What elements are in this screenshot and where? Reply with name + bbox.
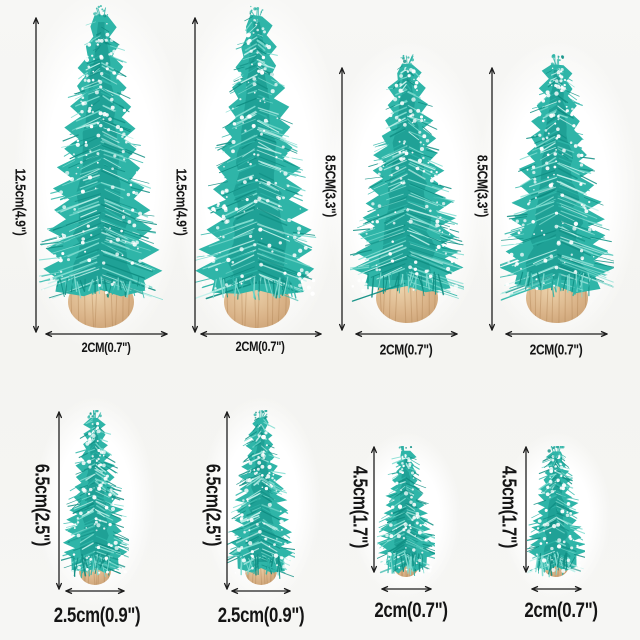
width-dimension-arrow-8	[531, 585, 582, 593]
width-dimension-label-3: 2CM(0.7")	[379, 341, 433, 359]
width-dimension-label-6: 2.5cm(0.9")	[217, 604, 305, 627]
width-dimension-label-2: 2CM(0.7")	[235, 338, 285, 354]
width-dimension-arrow-2	[200, 330, 322, 338]
height-dimension-arrow-5	[55, 411, 63, 590]
width-dimension-label-1: 2CM(0.7")	[81, 339, 131, 355]
christmas-tree-illustration-7	[377, 446, 435, 577]
height-dimension-arrow-3	[338, 67, 346, 331]
height-dimension-arrow-7	[370, 446, 378, 573]
christmas-tree-illustration-3	[350, 54, 464, 323]
christmas-tree-illustration-2	[195, 5, 317, 328]
christmas-tree-illustration-8	[527, 446, 585, 578]
christmas-tree-illustration-5	[61, 410, 129, 585]
height-dimension-arrow-6	[223, 411, 231, 590]
height-dimension-arrow-1	[32, 17, 40, 333]
width-dimension-label-5: 2.5cm(0.9")	[53, 604, 141, 627]
width-dimension-arrow-6	[231, 587, 291, 595]
width-dimension-arrow-5	[65, 587, 125, 595]
height-dimension-arrow-8	[522, 446, 530, 573]
width-dimension-arrow-1	[45, 330, 168, 338]
width-dimension-label-4: 2CM(0.7")	[529, 341, 583, 359]
width-dimension-label-8: 2cm(0.7")	[524, 599, 598, 622]
height-dimension-arrow-2	[191, 17, 199, 333]
height-dimension-arrow-4	[488, 67, 496, 331]
width-dimension-arrow-4	[505, 330, 608, 338]
height-dimension-label-8: 4.5cm(1.7")	[497, 465, 520, 549]
width-dimension-arrow-7	[381, 585, 432, 593]
width-dimension-arrow-3	[355, 330, 458, 338]
christmas-tree-illustration-6	[227, 410, 295, 585]
christmas-tree-illustration-1	[39, 5, 163, 328]
width-dimension-label-7: 2cm(0.7")	[374, 599, 448, 622]
christmas-tree-illustration-4	[500, 54, 614, 323]
